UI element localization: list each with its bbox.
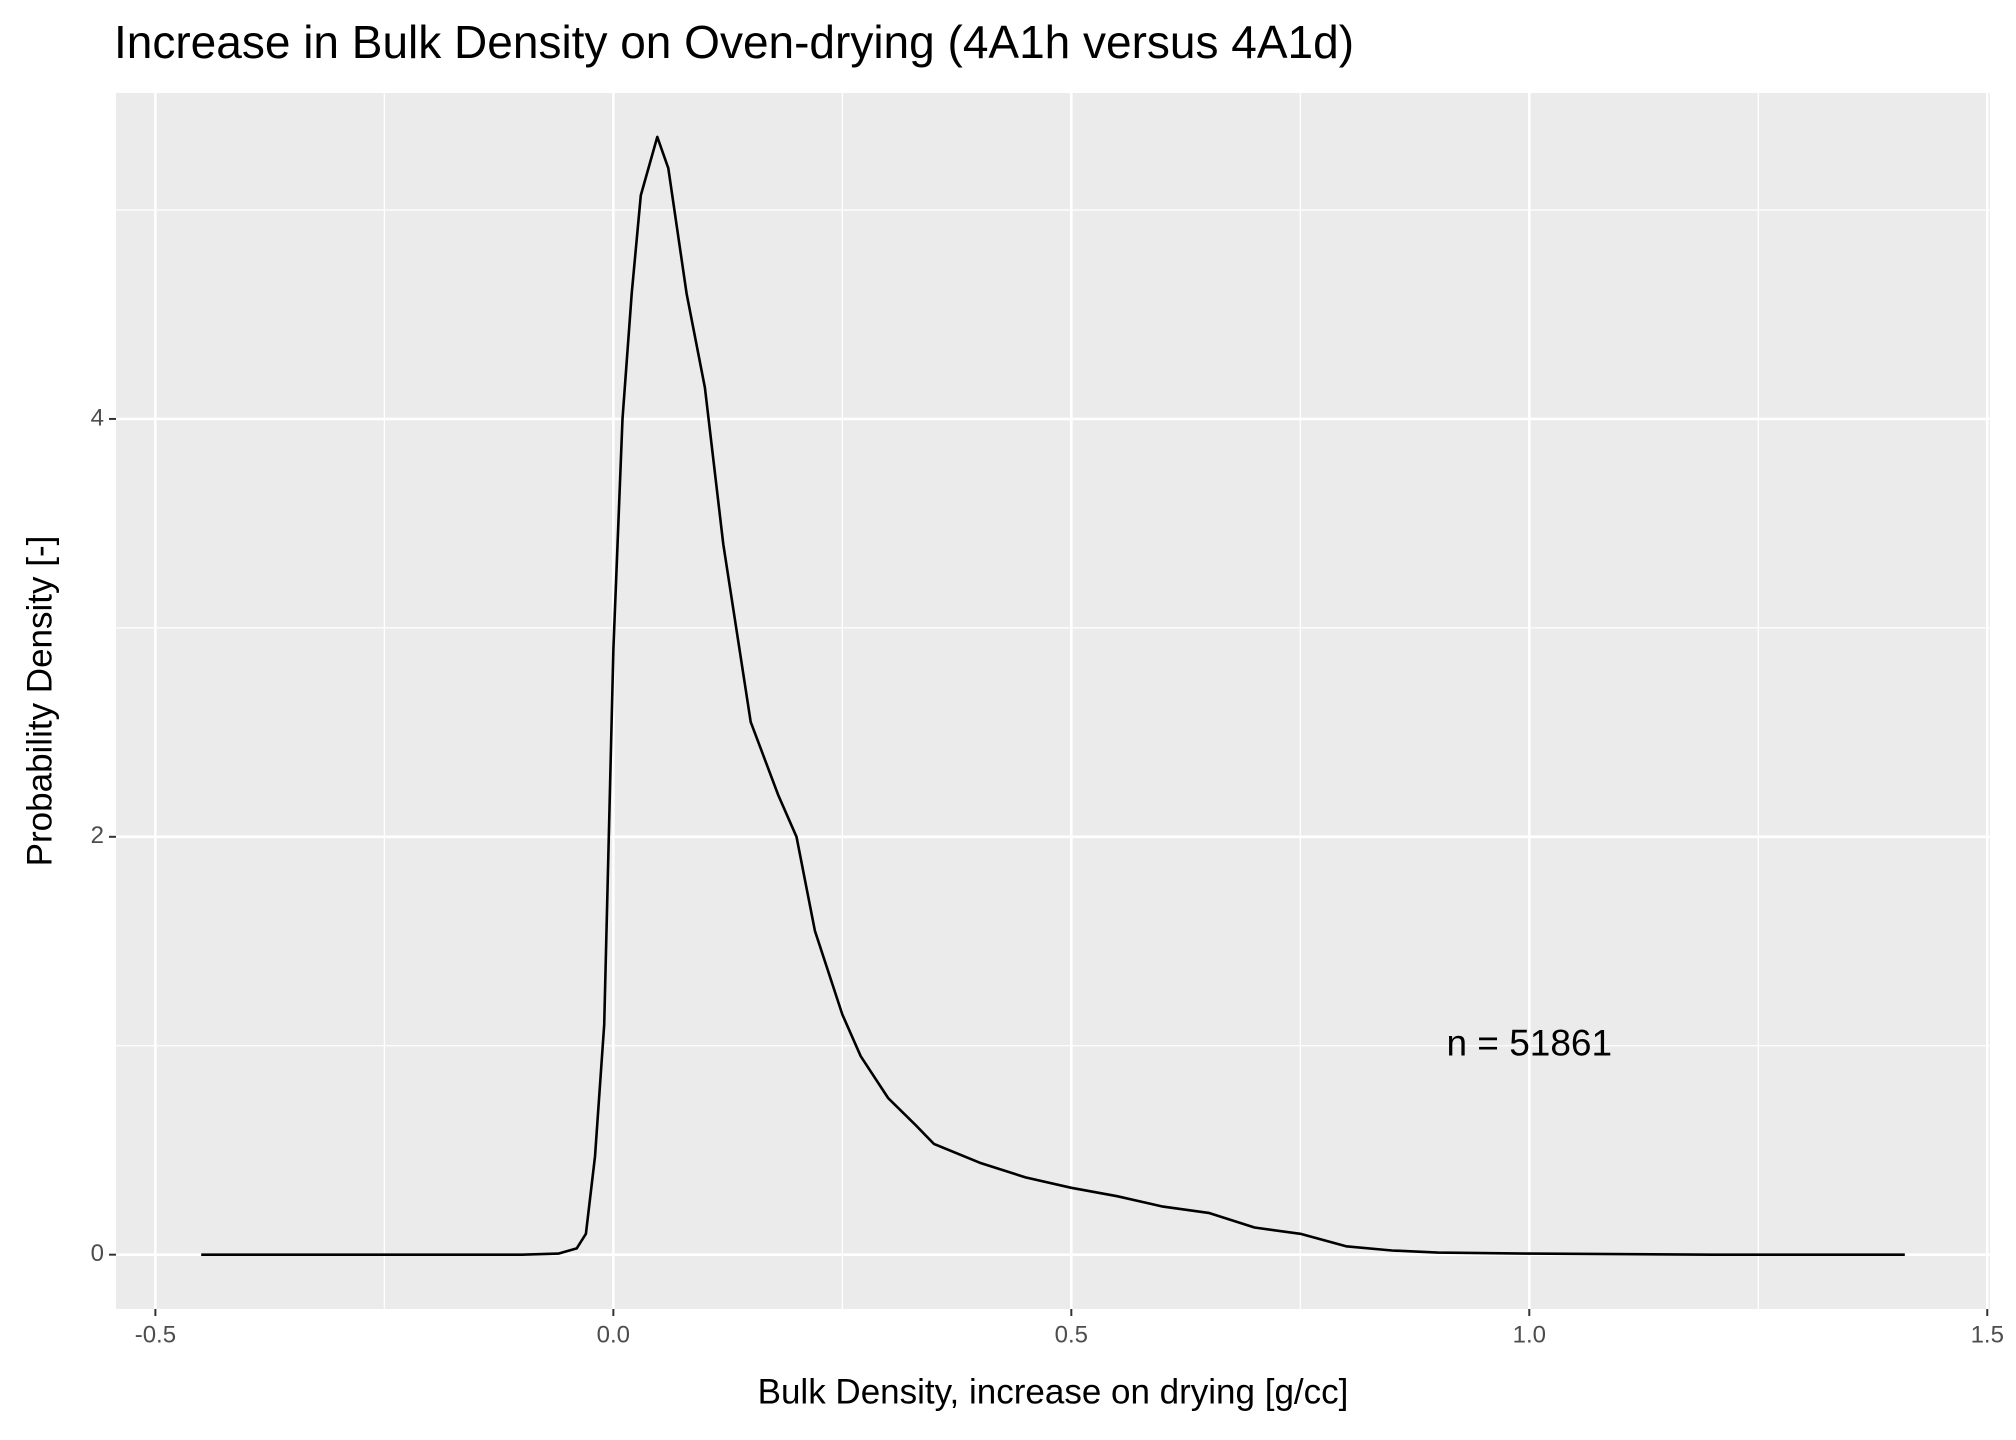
x-tick-label: 1.5: [1971, 1321, 2004, 1348]
y-tick-label: 4: [91, 404, 104, 431]
density-line: [201, 135, 1905, 1256]
x-tick-label: 1.0: [1513, 1321, 1546, 1348]
y-tick-label: 2: [91, 822, 104, 849]
x-tick-label: 0.0: [597, 1321, 630, 1348]
x-tick-label: 0.5: [1055, 1321, 1088, 1348]
chart-title: Increase in Bulk Density on Oven-drying …: [114, 16, 1354, 68]
y-tick-label: 0: [91, 1240, 104, 1267]
x-axis-title: Bulk Density, increase on drying [g/cc]: [758, 1372, 1349, 1411]
annotation: n = 51861: [1446, 1023, 1612, 1064]
panel: [116, 93, 1990, 1309]
x-tick-label: -0.5: [135, 1321, 176, 1348]
y-axis-title: Probability Density [-]: [20, 536, 59, 867]
